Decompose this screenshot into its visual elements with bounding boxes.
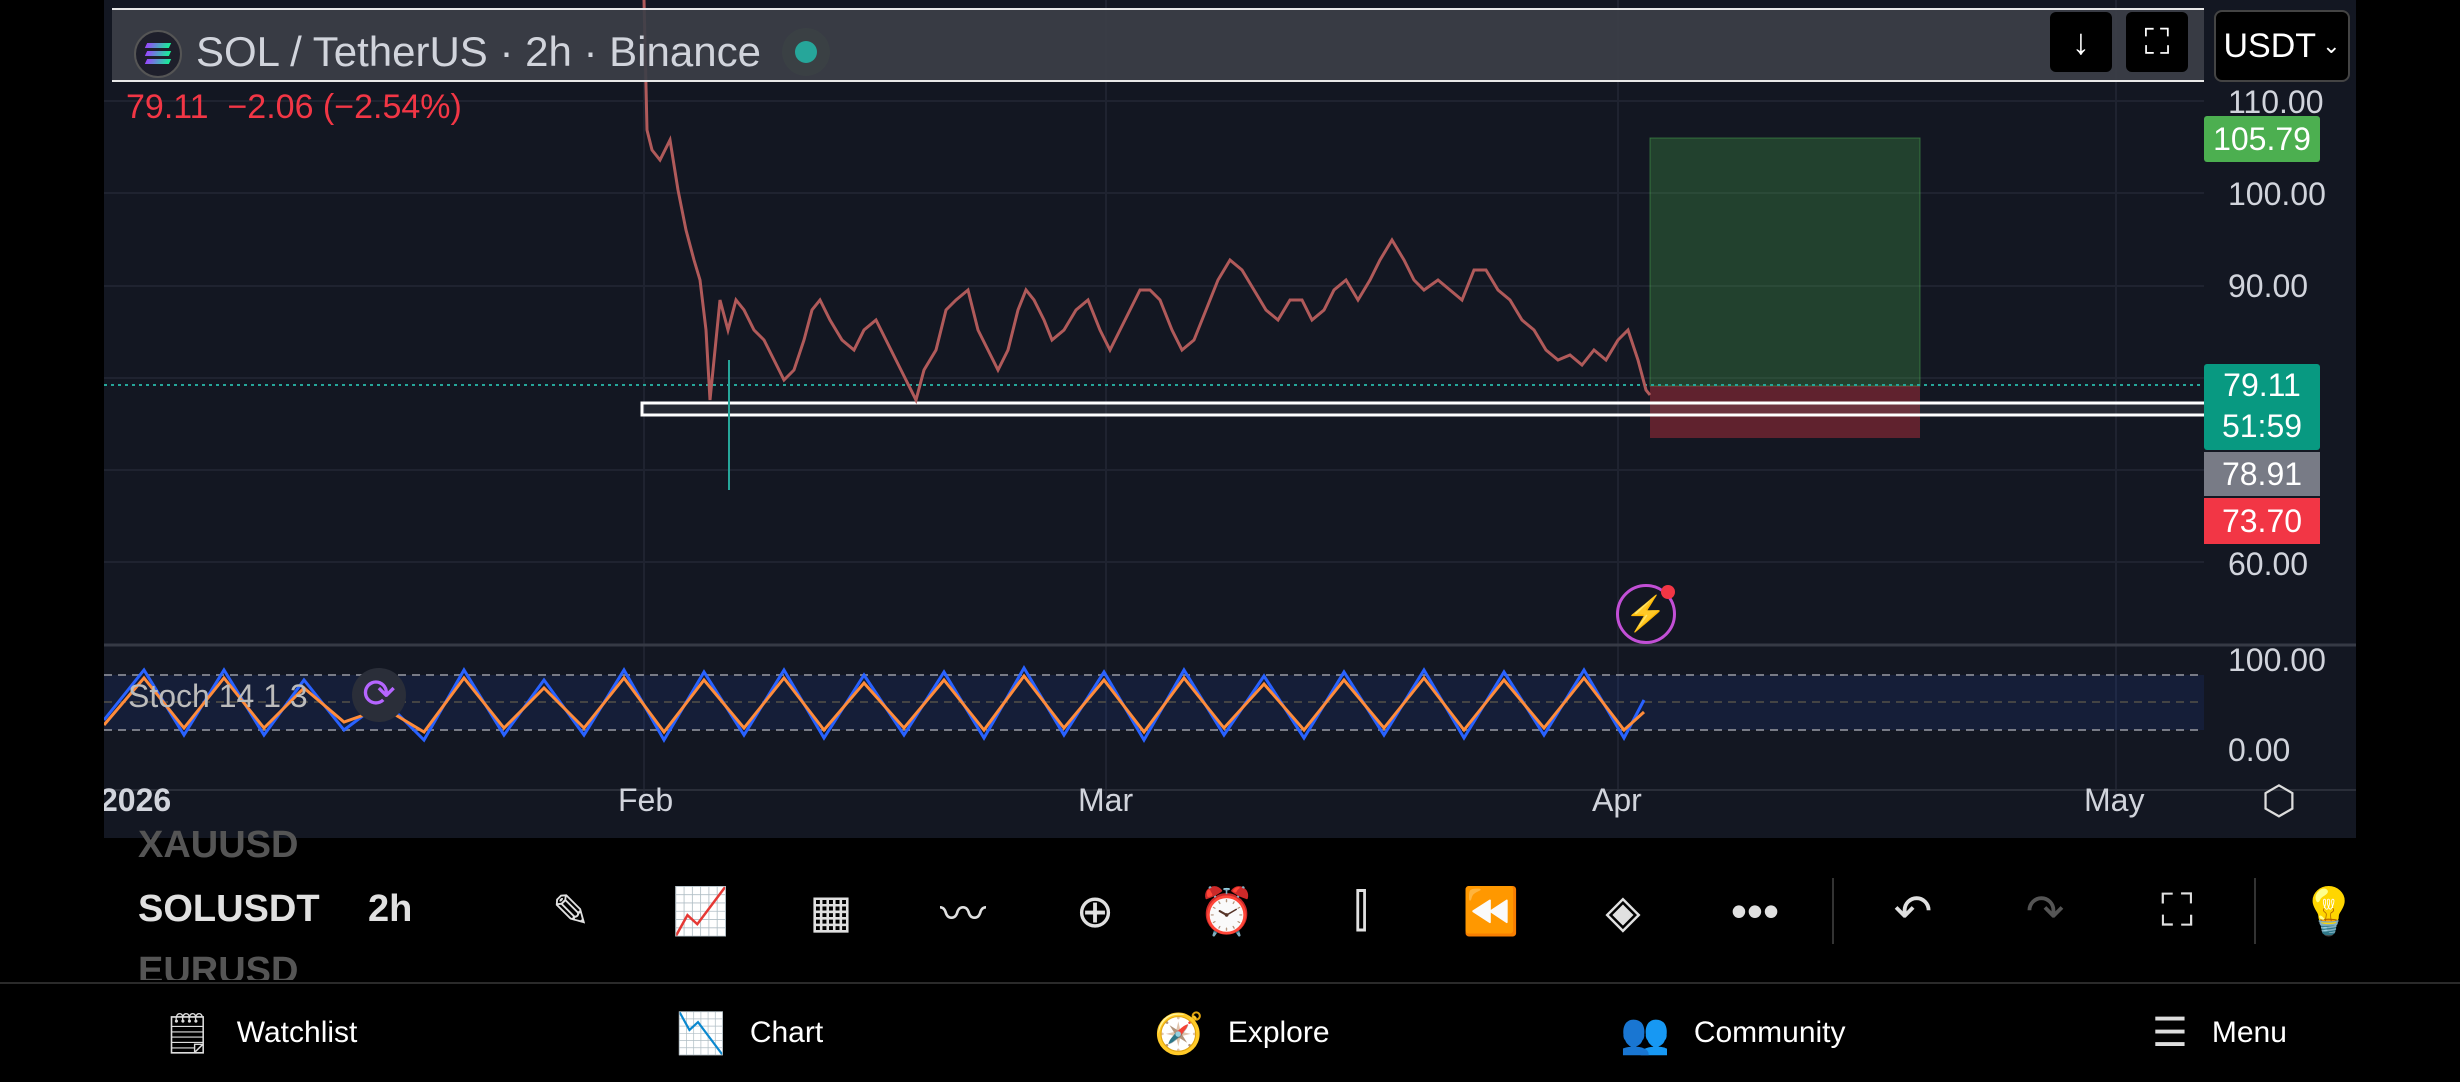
nav-community-label: Community: [1693, 1016, 1846, 1049]
settings-icon[interactable]: ⬡: [2261, 779, 2297, 823]
idea-icon[interactable]: 💡: [2300, 884, 2352, 937]
nav-watchlist-label: Watchlist: [236, 1016, 358, 1049]
redo-icon[interactable]: ↷: [2025, 885, 2065, 937]
current-price: 79.11: [2223, 367, 2301, 403]
price-series-line: [642, 0, 1652, 405]
interval-button[interactable]: 2h: [368, 888, 413, 930]
chevron-down-icon: ⌄: [2322, 33, 2341, 58]
candles-icon[interactable]: ⫿: [1353, 884, 1369, 936]
toolbar-divider: [2254, 878, 2256, 944]
price-tick: 110.00: [2228, 84, 2324, 120]
plus-circle-icon[interactable]: ⊕: [1075, 885, 1115, 937]
nav-chart-label: Chart: [749, 1016, 824, 1049]
stop-zone: [1650, 386, 1920, 438]
nav-chart[interactable]: 📉 Chart: [676, 984, 823, 1082]
stop-price-tag: 73.70: [2204, 498, 2320, 544]
grid-icon[interactable]: ▦: [809, 885, 853, 937]
watchlist-next-symbol[interactable]: EURUSD: [138, 950, 299, 980]
menu-icon: ☰: [2152, 1011, 2188, 1055]
nav-menu[interactable]: ☰ Menu: [2152, 984, 2287, 1082]
price-tick: 60.00: [2228, 546, 2309, 582]
time-label: May: [2084, 782, 2145, 818]
chart-area[interactable]: SOL / TetherUS · 2h · Binance ↓ ⛶ USDT ⌄ …: [104, 0, 2356, 838]
community-icon: 👥: [1620, 1011, 1670, 1056]
symbol-title[interactable]: SOL / TetherUS · 2h · Binance: [196, 28, 761, 75]
watchlist-icon: 🗒: [162, 1011, 213, 1056]
pencil-icon[interactable]: ✎: [551, 885, 591, 937]
support-rectangle: [640, 401, 2210, 417]
time-label: Mar: [1078, 782, 1134, 818]
nav-explore-label: Explore: [1227, 1016, 1330, 1049]
nav-watchlist[interactable]: 🗒 Watchlist: [162, 984, 357, 1082]
price-tick: 100.00: [2228, 176, 2326, 212]
alarm-icon[interactable]: ⏰: [1198, 884, 1256, 937]
nav-community[interactable]: 👥 Community: [1620, 984, 1846, 1082]
download-icon[interactable]: ↓: [2050, 12, 2112, 72]
stoch-tick: 100.00: [2228, 642, 2326, 678]
symbol-header[interactable]: SOL / TetherUS · 2h · Binance: [112, 8, 2204, 82]
nav-menu-label: Menu: [2211, 1016, 2287, 1049]
drawing-toolbar: XAUUSD SOLUSDT EURUSD 2h ✎ 📈 ▦ 〰 ⊕ ⏰ ⫿ ⏪…: [0, 824, 2460, 982]
nav-explore[interactable]: 🧭 Explore: [1154, 984, 1330, 1082]
time-label: 2026: [104, 782, 172, 818]
screenshot-icon[interactable]: ⛶: [2126, 12, 2188, 72]
refresh-icon[interactable]: ⟳: [352, 668, 406, 722]
target-zone: [1649, 137, 1921, 387]
current-price-tag: 79.11 51:59: [2204, 364, 2320, 450]
currency-select[interactable]: USDT ⌄: [2214, 10, 2350, 82]
chart-canvas[interactable]: [104, 0, 2356, 838]
watchlist-prev-symbol[interactable]: XAUUSD: [138, 824, 299, 866]
price-tick: 90.00: [2228, 268, 2309, 304]
fullscreen-icon[interactable]: ⛶: [2160, 884, 2194, 936]
stoch-tick: 0.00: [2228, 732, 2291, 768]
target-price-tag: 105.79: [2204, 116, 2320, 162]
lightning-alert-icon[interactable]: ⚡: [1616, 584, 1676, 644]
more-icon[interactable]: •••: [1730, 885, 1780, 937]
time-label: Feb: [618, 782, 674, 818]
price-change: 79.11 −2.06 (−2.54%): [126, 88, 462, 126]
currency-label: USDT: [2223, 26, 2317, 65]
watchlist-current-symbol[interactable]: SOLUSDT: [138, 888, 320, 930]
entry-price-tag: 78.91: [2204, 452, 2320, 496]
compass-icon: 🧭: [1154, 1011, 1204, 1056]
undo-icon[interactable]: ↶: [1893, 885, 1933, 937]
sol-logo-icon: [134, 30, 182, 78]
bar-countdown: 51:59: [2221, 408, 2303, 444]
market-status-icon[interactable]: [782, 28, 830, 76]
replay-icon[interactable]: ⏪: [1462, 884, 1520, 937]
indicators-icon[interactable]: 📈: [672, 884, 730, 937]
bottom-navigation: 🗒 Watchlist 📉 Chart 🧭 Explore 👥 Community ☰ M…: [0, 982, 2460, 1082]
trend-icon[interactable]: 〰: [940, 888, 986, 940]
time-label: Apr: [1592, 782, 1642, 818]
toolbar-divider: [1832, 878, 1834, 944]
chart-icon: 📉: [676, 1011, 726, 1056]
layers-icon[interactable]: ◈: [1605, 885, 1641, 937]
indicator-name[interactable]: Stoch 14 1 3: [128, 678, 308, 714]
